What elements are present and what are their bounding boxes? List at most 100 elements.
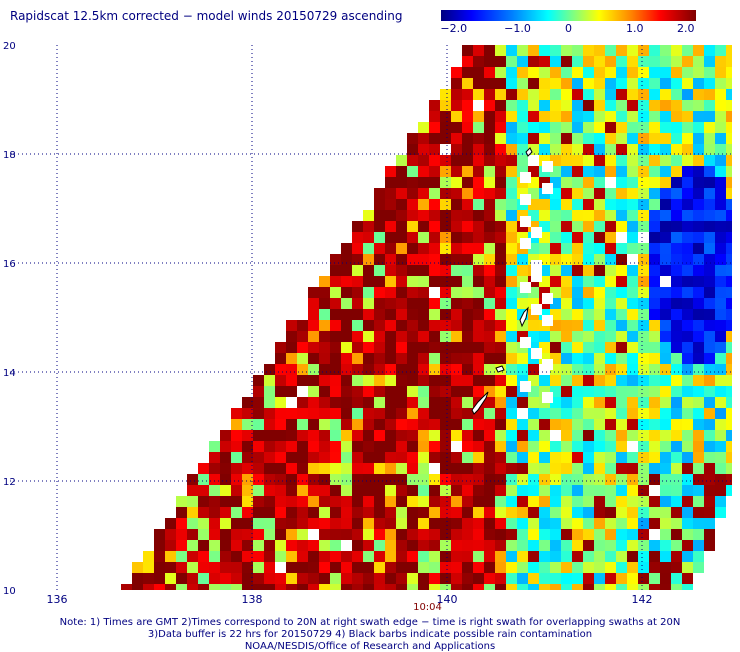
wind-cell (528, 485, 539, 496)
wind-cell (506, 320, 517, 331)
wind-cell (693, 430, 704, 441)
wind-cell (660, 56, 671, 67)
wind-cell (517, 430, 528, 441)
wind-cell (275, 452, 286, 463)
wind-cell (495, 309, 506, 320)
wind-cell (132, 584, 143, 595)
wind-cell (231, 540, 242, 551)
wind-cell (352, 551, 363, 562)
wind-cell (627, 67, 638, 78)
wind-cell (495, 177, 506, 188)
wind-cell (319, 342, 330, 353)
wind-cell (187, 551, 198, 562)
wind-cell (209, 562, 220, 573)
wind-cell (506, 133, 517, 144)
wind-cell (297, 573, 308, 584)
wind-cell (583, 485, 594, 496)
wind-cell (220, 452, 231, 463)
wind-cell (506, 166, 517, 177)
wind-cell (308, 452, 319, 463)
wind-cell (605, 287, 616, 298)
wind-cell (495, 320, 506, 331)
wind-cell (649, 474, 660, 485)
wind-cell (352, 518, 363, 529)
wind-cell (726, 287, 737, 298)
wind-cell (352, 265, 363, 276)
wind-cell (429, 562, 440, 573)
wind-cell (528, 67, 539, 78)
wind-cell (517, 155, 528, 166)
wind-cell (726, 441, 737, 452)
wind-cell (352, 485, 363, 496)
wind-cell (352, 430, 363, 441)
wind-cell (583, 78, 594, 89)
wind-cell (605, 353, 616, 364)
wind-cell (176, 584, 187, 595)
wind-cell (396, 529, 407, 540)
wind-cell (187, 485, 198, 496)
wind-cell (671, 342, 682, 353)
wind-cell (649, 320, 660, 331)
wind-cell (594, 496, 605, 507)
wind-cell (616, 386, 627, 397)
wind-cell (572, 210, 583, 221)
wind-cell (418, 144, 429, 155)
wind-cell (407, 287, 418, 298)
wind-cell (429, 452, 440, 463)
wind-cell (198, 551, 209, 562)
wind-cell (440, 540, 451, 551)
wind-cell (286, 573, 297, 584)
wind-cell (682, 221, 693, 232)
wind-cell (330, 463, 341, 474)
wind-cell (363, 507, 374, 518)
wind-cell (396, 166, 407, 177)
wind-cell (396, 265, 407, 276)
wind-cell (352, 243, 363, 254)
wind-cell (682, 353, 693, 364)
wind-cell (275, 474, 286, 485)
wind-cell (451, 397, 462, 408)
wind-cell (374, 441, 385, 452)
wind-cell (176, 573, 187, 584)
data-gap-cell (531, 271, 542, 282)
data-gap-cell (542, 293, 553, 304)
wind-cell (528, 540, 539, 551)
wind-cell (627, 100, 638, 111)
wind-cell (374, 199, 385, 210)
wind-cell (704, 177, 715, 188)
wind-cell (319, 386, 330, 397)
wind-cell (572, 529, 583, 540)
wind-cell (528, 529, 539, 540)
wind-cell (462, 419, 473, 430)
footer-credit: NOAA/NESDIS/Office of Research and Appli… (0, 641, 740, 652)
wind-cell (451, 419, 462, 430)
wind-cell (528, 122, 539, 133)
wind-cell (660, 199, 671, 210)
wind-cell (660, 188, 671, 199)
wind-cell (462, 144, 473, 155)
wind-cell (473, 320, 484, 331)
wind-cell (363, 474, 374, 485)
wind-cell (264, 463, 275, 474)
wind-cell (693, 551, 704, 562)
wind-cell (583, 386, 594, 397)
wind-cell (308, 485, 319, 496)
wind-cell (396, 364, 407, 375)
wind-cell (462, 386, 473, 397)
wind-cell (385, 507, 396, 518)
wind-cell (374, 573, 385, 584)
wind-cell (286, 320, 297, 331)
wind-cell (693, 474, 704, 485)
wind-cell (396, 441, 407, 452)
wind-cell (627, 243, 638, 254)
wind-cell (363, 408, 374, 419)
wind-cell (660, 463, 671, 474)
wind-cell (704, 67, 715, 78)
wind-cell (495, 221, 506, 232)
wind-cell (176, 507, 187, 518)
wind-cell (484, 199, 495, 210)
wind-cell (451, 287, 462, 298)
wind-cell (495, 155, 506, 166)
wind-cell (462, 122, 473, 133)
wind-cell (275, 573, 286, 584)
